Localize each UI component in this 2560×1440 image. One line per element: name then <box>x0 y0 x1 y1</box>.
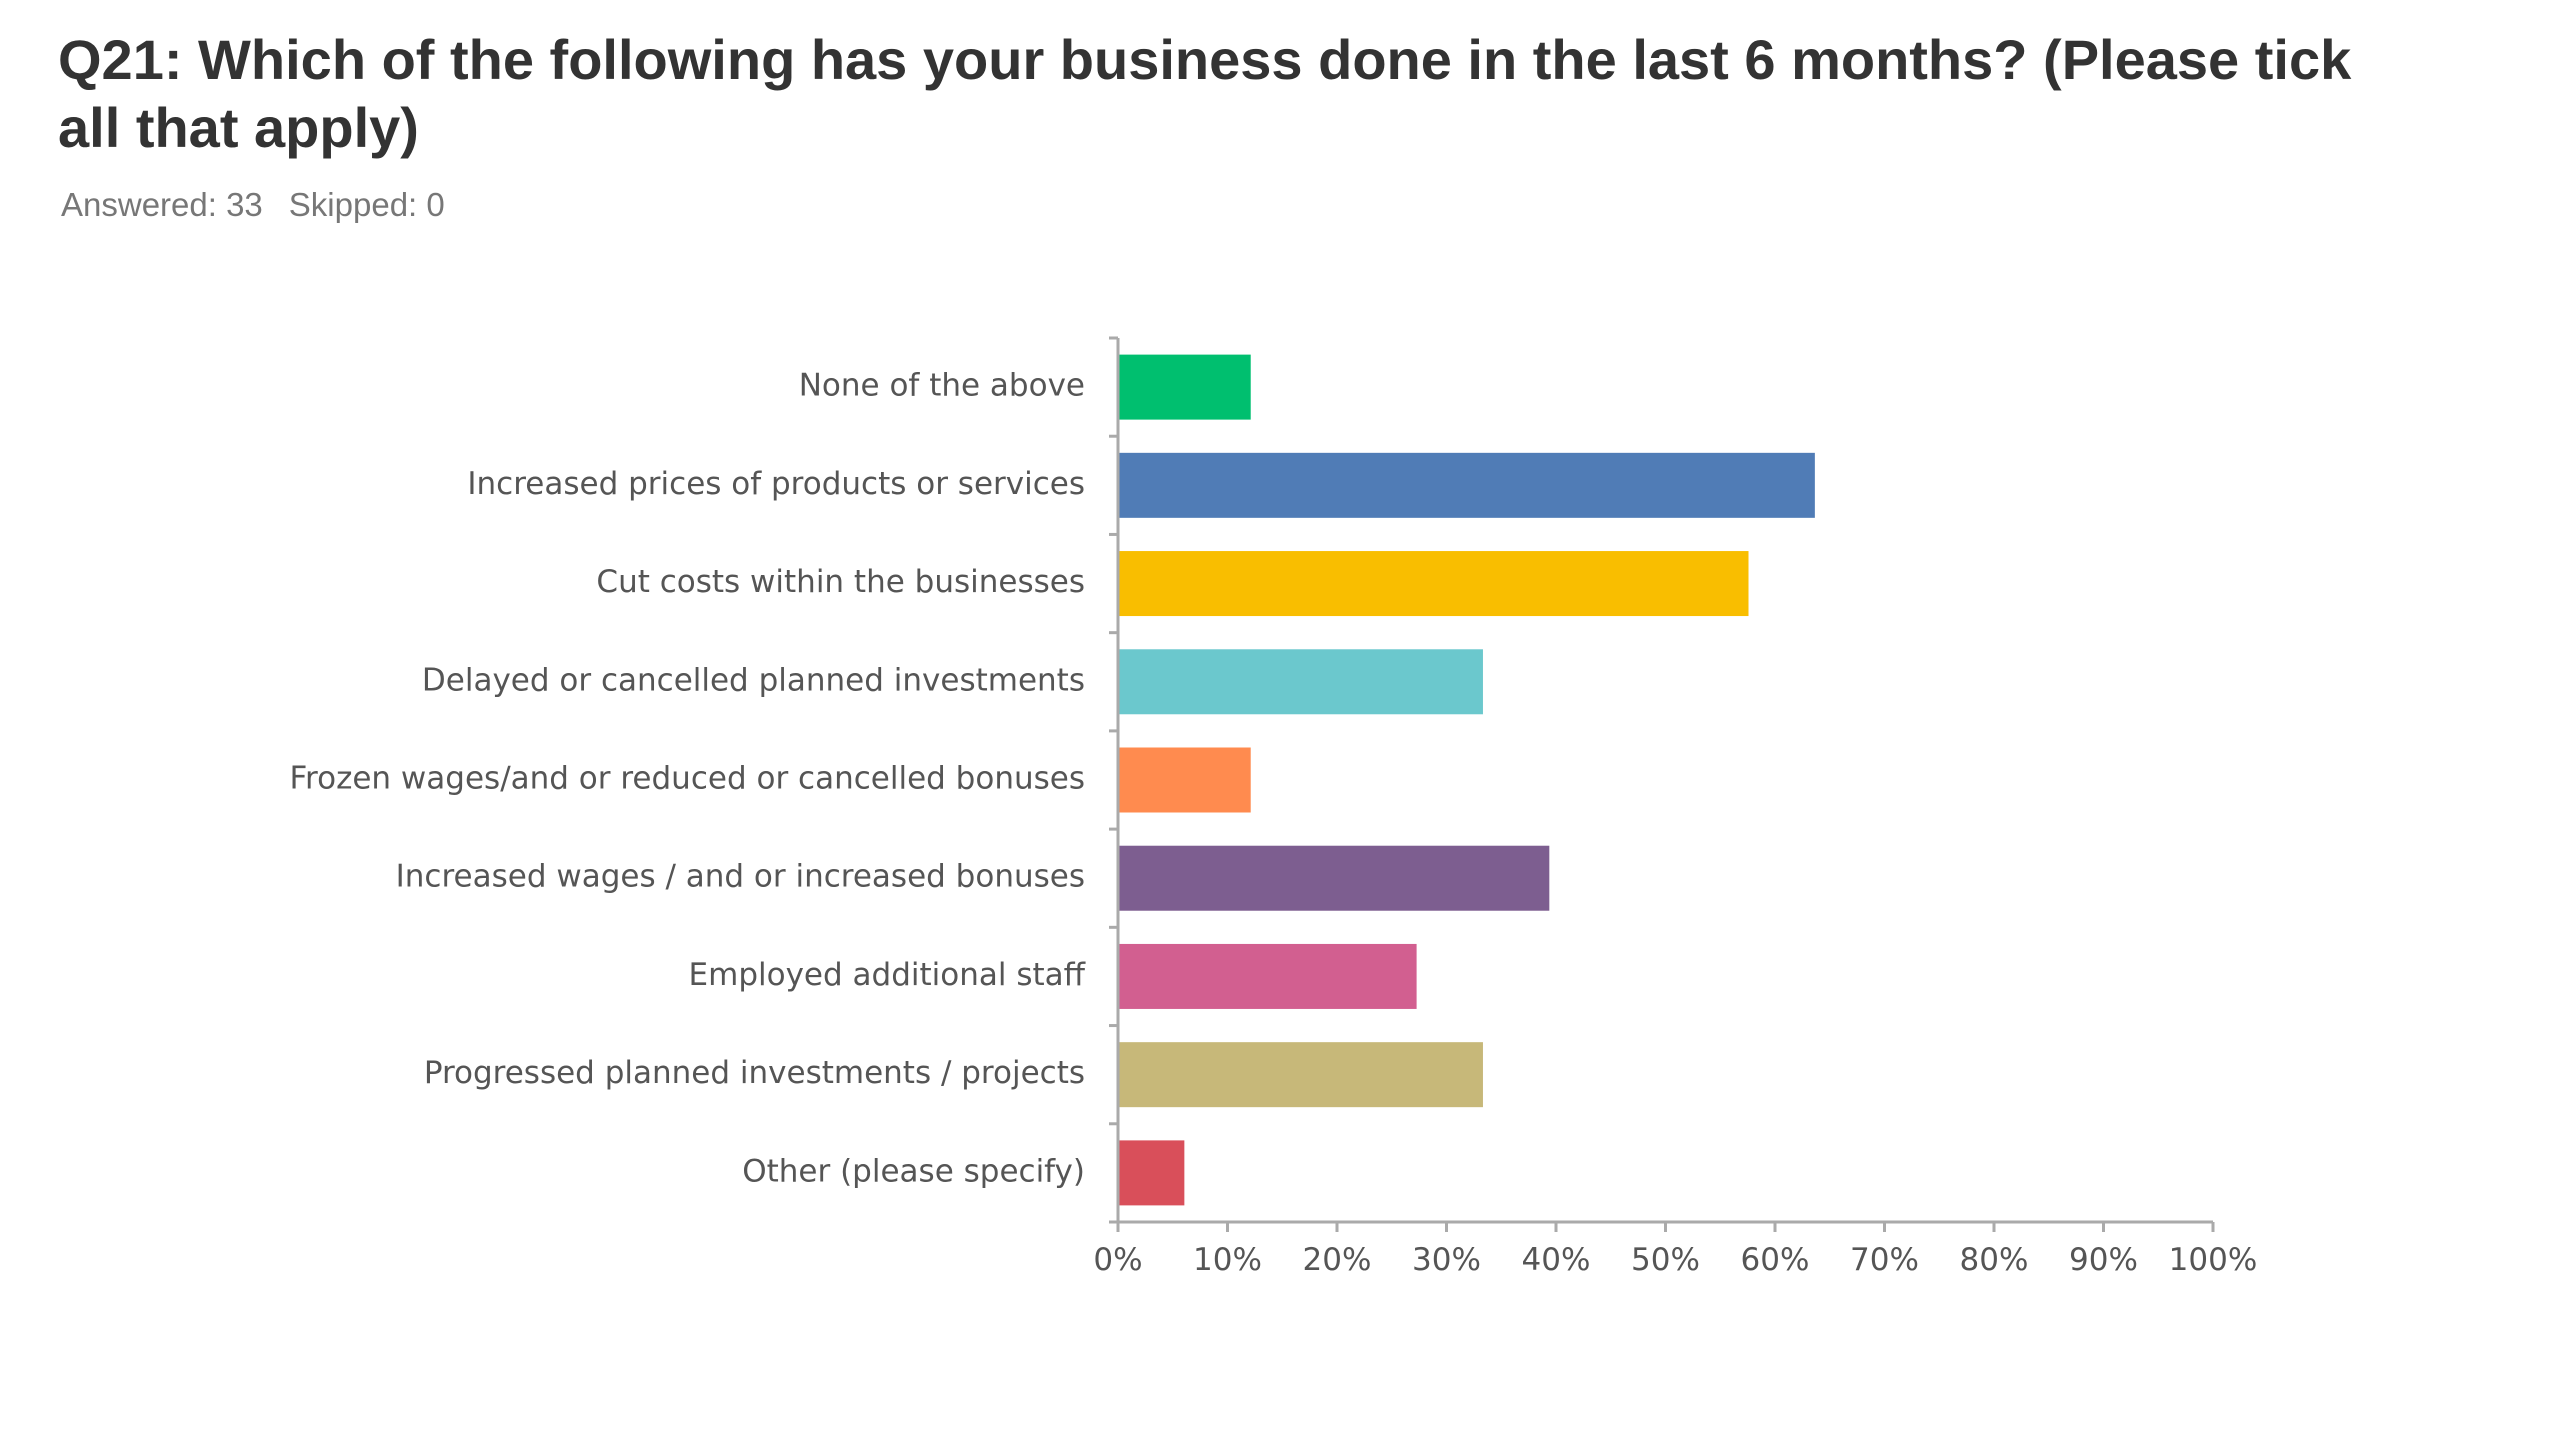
bars-group <box>1119 354 1815 1206</box>
category-labels-group: None of the above Increased prices of pro… <box>289 368 1085 1190</box>
x-tick-label: 30% <box>1412 1242 1481 1278</box>
bar <box>1119 747 1251 813</box>
bar <box>1119 551 1749 617</box>
x-tick-label: 40% <box>1522 1242 1591 1278</box>
category-label: None of the above <box>799 368 1085 404</box>
axes-group <box>1109 336 2215 1232</box>
bar <box>1119 1042 1483 1108</box>
bar <box>1119 943 1417 1009</box>
x-tick-label: 20% <box>1303 1242 1372 1278</box>
category-label: Employed additional staff <box>689 957 1086 993</box>
category-label: Frozen wages/and or reduced or cancelled… <box>289 761 1085 797</box>
category-label: Cut costs within the businesses <box>596 564 1085 600</box>
tick-labels-group: 0% 10% 20% 30% 40% 50% 60% 70% 80% 90% 100% <box>1093 1242 2257 1278</box>
x-tick-label: 10% <box>1193 1242 1262 1278</box>
skipped-count: Skipped: 0 <box>288 186 445 223</box>
category-label: Other (please specify) <box>742 1153 1085 1189</box>
x-tick-label: 0% <box>1093 1242 1142 1278</box>
x-tick-label: 80% <box>1960 1242 2029 1278</box>
x-tick-label: 50% <box>1631 1242 1700 1278</box>
x-tick-label: 90% <box>2069 1242 2138 1278</box>
question-title: Q21: Which of the following has your bus… <box>58 28 2352 159</box>
category-label: Increased wages / and or increased bonus… <box>396 859 1085 895</box>
bar <box>1119 354 1251 420</box>
bar <box>1119 649 1483 715</box>
category-label: Increased prices of products or services <box>467 466 1085 502</box>
category-label: Delayed or cancelled planned investments <box>422 662 1085 698</box>
x-tick-label: 70% <box>1850 1242 1919 1278</box>
answered-count: Answered: 33 <box>61 186 263 223</box>
bar <box>1119 845 1550 911</box>
bar <box>1119 1140 1185 1206</box>
response-stats: Answered: 33 Skipped: 0 <box>61 185 445 225</box>
x-tick-label: 60% <box>1741 1242 1810 1278</box>
x-tick-label: 100% <box>2169 1242 2258 1278</box>
category-label: Progressed planned investments / project… <box>424 1055 1085 1091</box>
bar <box>1119 452 1815 518</box>
